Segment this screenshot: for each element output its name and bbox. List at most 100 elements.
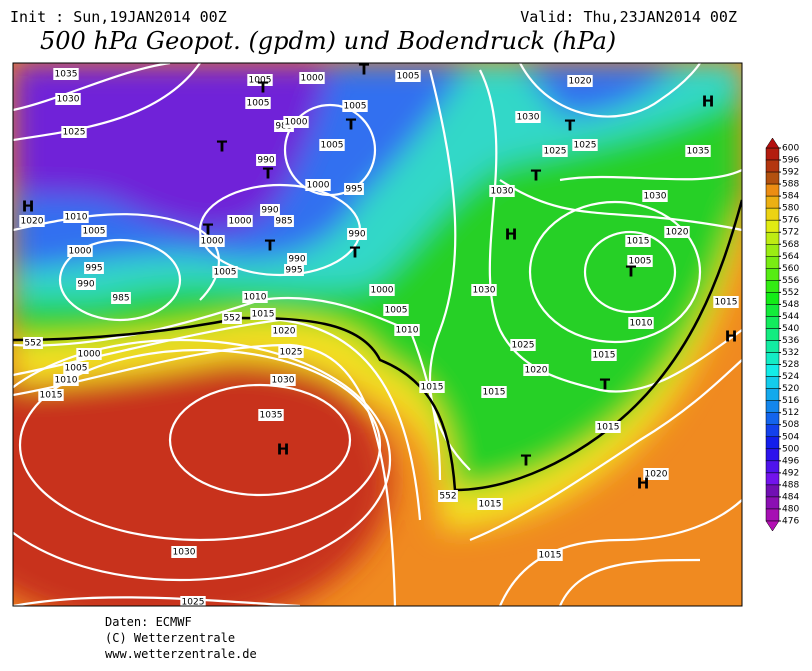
label-box	[625, 235, 651, 247]
label-box	[342, 100, 368, 112]
isobar-label: 1030	[272, 376, 295, 386]
label-box	[664, 226, 690, 238]
pressure-center: T	[258, 79, 269, 97]
label-box	[250, 308, 276, 320]
label-box	[287, 253, 307, 265]
isobar-label: 1025	[63, 128, 86, 138]
label-box	[278, 346, 304, 358]
label-box	[383, 304, 409, 316]
isobar-label: 1010	[396, 326, 419, 336]
isobar-label: 1010	[55, 376, 78, 386]
valid-time: Valid: Thu,23JAN2014 00Z	[520, 8, 737, 26]
colorbar-label: 540	[782, 324, 799, 334]
label-box	[67, 245, 93, 257]
label-box	[53, 374, 79, 386]
isobar-label: 1015	[40, 391, 63, 401]
colorbar-label: 592	[782, 168, 799, 178]
label-box	[222, 312, 242, 324]
isobar-label: 1020	[21, 217, 44, 227]
colorbar-segment	[765, 508, 780, 522]
colorbar-label: 496	[782, 456, 799, 466]
isobar-label: 1005	[65, 364, 88, 374]
label-box	[510, 339, 536, 351]
isobar-label: 990	[77, 280, 94, 290]
label-box	[595, 421, 621, 433]
colorbar-segment	[765, 484, 780, 498]
label-box	[369, 284, 395, 296]
label-box	[180, 596, 206, 606]
label-box	[81, 225, 107, 237]
colorbar-label: 512	[782, 408, 799, 418]
isobar-label: 990	[288, 255, 305, 265]
label-box	[537, 549, 563, 561]
colorbar-label: 596	[782, 156, 799, 166]
isobar-label: 1015	[715, 298, 738, 308]
label-box	[76, 348, 102, 360]
isobar-label: 1010	[244, 293, 267, 303]
label-box	[591, 349, 617, 361]
colorbar-end	[765, 137, 780, 149]
pressure-center: T	[263, 165, 274, 183]
isobar-label: 990	[348, 230, 365, 240]
label-box	[299, 72, 325, 84]
isobar-label: 1030	[517, 113, 540, 123]
colorbar-segment	[765, 352, 780, 365]
colorbar-segment	[765, 292, 780, 305]
colorbar-segment	[765, 316, 780, 329]
isobar-label: 1035	[260, 411, 283, 421]
label-box	[471, 284, 497, 296]
pressure-center: H	[702, 93, 715, 111]
isobar-label: 985	[275, 217, 292, 227]
colorbar-segment	[765, 388, 780, 401]
pressure-center: T	[600, 376, 611, 394]
isobar-label: 1020	[525, 366, 548, 376]
map-labels: 1035 1030 1025 1020 1010 1005 1000 995 990 985 100…	[19, 61, 739, 606]
isobar-label: 1015	[627, 237, 650, 247]
label-box	[319, 139, 345, 151]
isobar-label: 1005	[214, 268, 237, 278]
pressure-center: T	[359, 61, 370, 79]
isobar-label: 1035	[55, 70, 78, 80]
colorbar-segment	[765, 256, 780, 269]
label-box	[171, 546, 197, 558]
label-box	[256, 154, 276, 166]
label-box	[642, 190, 668, 202]
isobar-label: 1035	[687, 147, 710, 157]
label-box	[242, 291, 268, 303]
isobar-label: 1025	[544, 147, 567, 157]
label-box	[271, 325, 297, 337]
colorbar-segment	[765, 183, 780, 197]
label-box	[19, 215, 45, 227]
isobar-label: 1015	[539, 551, 562, 561]
colorbar-label: 484	[782, 492, 799, 502]
label-box	[344, 183, 364, 195]
colorbar-segment	[765, 460, 780, 474]
label-box	[395, 70, 421, 82]
colorbar-segment	[765, 147, 780, 161]
pressure-center: T	[531, 167, 542, 185]
isobar-label: 1015	[421, 383, 444, 393]
colorbar-label: 584	[782, 192, 799, 202]
isobar-label: 1030	[173, 548, 196, 558]
isobar-label: 1030	[57, 95, 80, 105]
label-box	[63, 211, 89, 223]
isobars	[13, 63, 742, 606]
isobar-label: 1000	[201, 237, 224, 247]
colorbar-label: 548	[782, 300, 799, 310]
isobar-label: 985	[112, 294, 129, 304]
label-box	[477, 498, 503, 510]
contour-552	[13, 199, 742, 492]
colorbar-segment	[765, 219, 780, 233]
pressure-center: H	[637, 475, 650, 493]
map-frame	[12, 62, 743, 607]
init-time: Init : Sun,19JAN2014 00Z	[10, 8, 227, 26]
colorbar-segment	[765, 448, 780, 462]
label-box	[111, 292, 131, 304]
colorbar-label: 508	[782, 420, 799, 430]
map-title: 500 hPa Geopot. (gpdm) und Bodendruck (h…	[40, 27, 616, 55]
isobar-label: 990	[257, 156, 274, 166]
colorbar-label: 564	[782, 252, 799, 262]
isobar-label: 995	[345, 185, 362, 195]
colorbar-label: 556	[782, 276, 799, 286]
